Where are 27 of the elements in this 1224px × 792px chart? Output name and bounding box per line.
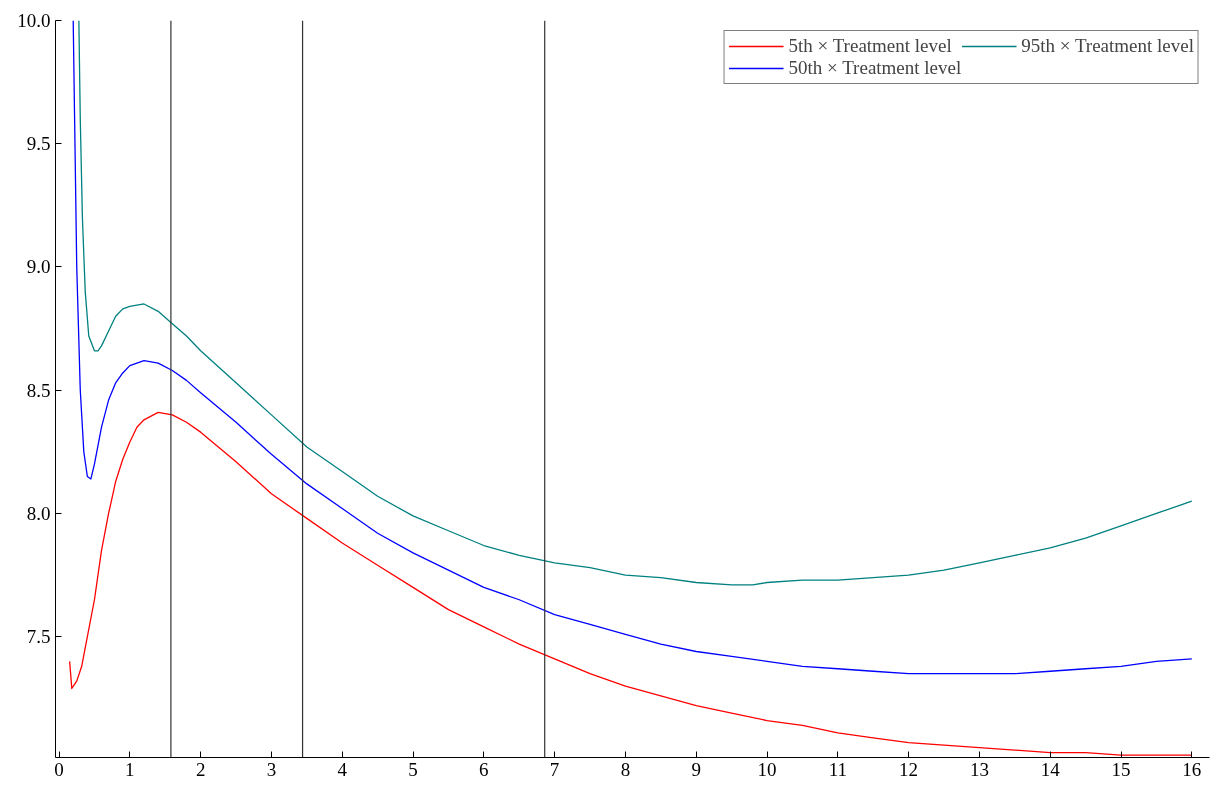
- legend-label: 50th × Treatment level: [788, 57, 962, 79]
- x-tick-label: 1: [125, 758, 135, 780]
- x-tick-label: 15: [1111, 758, 1131, 780]
- x-tick-label: 0: [54, 758, 64, 780]
- y-tick-label: 9.5: [26, 133, 51, 155]
- legend-label: 95th × Treatment level: [1021, 35, 1194, 57]
- x-tick-label: 7: [549, 758, 560, 780]
- x-tick-label: 10: [757, 758, 777, 780]
- x-tick-label: 12: [899, 758, 919, 780]
- y-tick-label: 7.5: [26, 626, 51, 648]
- x-tick-label: 8: [620, 758, 631, 780]
- x-tick-label: 14: [1040, 758, 1061, 780]
- y-tick-label: 9.0: [26, 256, 51, 278]
- x-tick-label: 3: [266, 758, 277, 780]
- legend-label: 5th × Treatment level: [788, 35, 952, 57]
- y-tick-label: 10.0: [17, 10, 51, 31]
- x-tick-label: 13: [969, 758, 989, 780]
- line-series: [69, 411, 1193, 756]
- x-tick-label: 11: [828, 758, 847, 780]
- x-tick-label: 2: [195, 758, 206, 780]
- x-tick-label: 9: [691, 758, 701, 780]
- x-tick-label: 16: [1182, 758, 1202, 780]
- y-tick-label: 8.0: [26, 502, 51, 524]
- x-tick-label: 4: [337, 758, 348, 780]
- x-tick-label: 6: [479, 758, 489, 780]
- x-tick-label: 5: [408, 758, 418, 780]
- y-tick-label: 8.5: [26, 379, 51, 401]
